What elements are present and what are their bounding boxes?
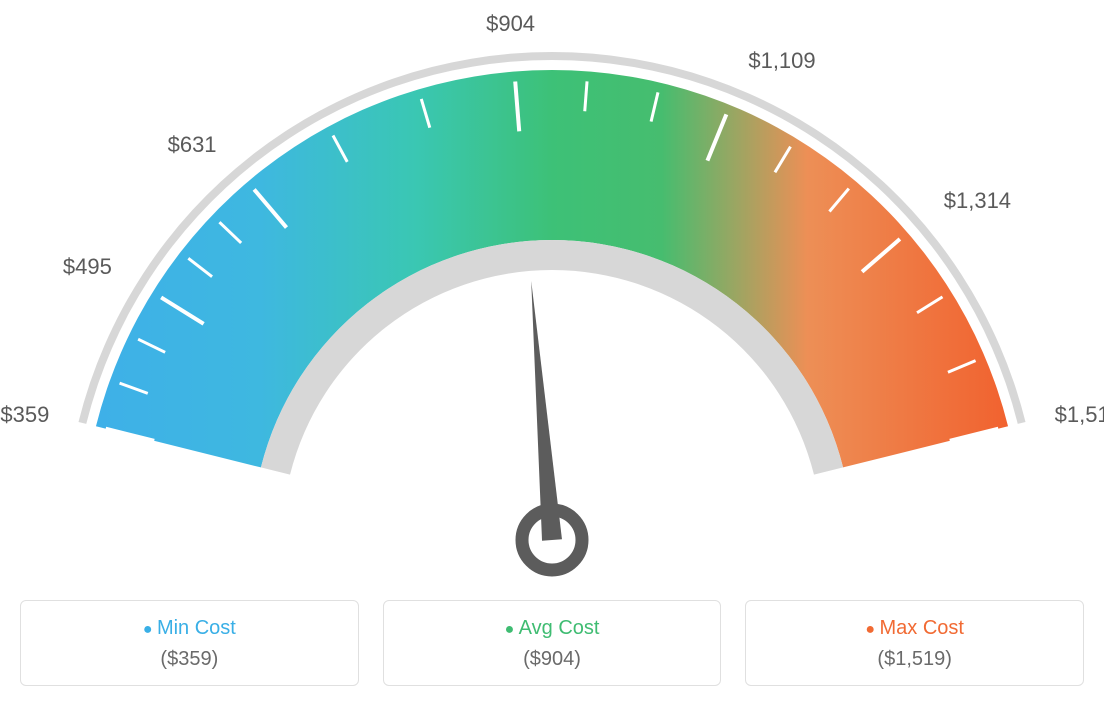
legend-card-avg: Avg Cost ($904) xyxy=(383,600,722,686)
legend-avg-value: ($904) xyxy=(384,648,721,671)
gauge-tick-label: $904 xyxy=(486,11,535,37)
gauge-tick-label: $1,109 xyxy=(748,48,815,74)
legend-avg-title: Avg Cost xyxy=(384,617,721,640)
cost-gauge-chart: $359$495$631$904$1,109$1,314$1,519 xyxy=(20,20,1084,580)
legend-card-min: Min Cost ($359) xyxy=(20,600,359,686)
gauge-tick-label: $1,314 xyxy=(944,188,1011,214)
legend-min-title: Min Cost xyxy=(21,617,358,640)
gauge-svg xyxy=(20,20,1084,580)
legend-max-title: Max Cost xyxy=(746,617,1083,640)
legend-min-value: ($359) xyxy=(21,648,358,671)
legend-max-value: ($1,519) xyxy=(746,648,1083,671)
legend-row: Min Cost ($359) Avg Cost ($904) Max Cost… xyxy=(20,600,1084,686)
gauge-tick-label: $359 xyxy=(0,402,49,428)
gauge-tick-label: $1,519 xyxy=(1055,402,1104,428)
legend-card-max: Max Cost ($1,519) xyxy=(745,600,1084,686)
gauge-tick-label: $495 xyxy=(63,254,112,280)
gauge-tick-label: $631 xyxy=(168,132,217,158)
